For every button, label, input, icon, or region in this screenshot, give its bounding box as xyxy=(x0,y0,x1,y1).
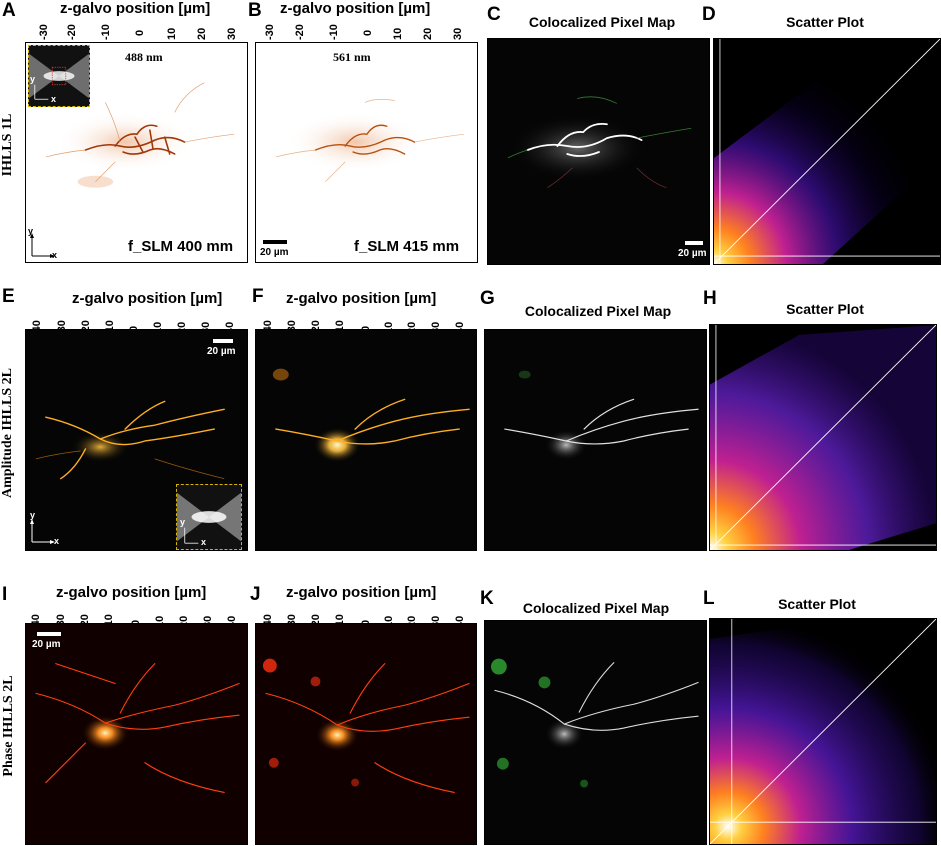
inset-axis-y: y xyxy=(30,74,36,84)
scatter-title-l: Scatter Plot xyxy=(778,596,856,612)
tick-label: -20 xyxy=(294,24,306,40)
panel-letter-g: G xyxy=(480,288,495,309)
tick-label: 20 xyxy=(196,27,208,40)
scatter-plot-l xyxy=(710,619,936,844)
axis-title-f: z-galvo position [µm] xyxy=(286,290,437,307)
panel-c-colocalized xyxy=(507,96,692,189)
panel-letter-d: D xyxy=(702,4,716,25)
panel-a-neuron xyxy=(45,82,235,188)
scale-bar-b xyxy=(263,240,287,244)
axis-y-e: y xyxy=(30,510,36,520)
panel-letter-j: J xyxy=(250,584,261,605)
panel-letter-c: C xyxy=(487,4,501,25)
panel-letter-k: K xyxy=(480,588,494,609)
tick-label: 10 xyxy=(166,27,178,40)
panel-f-image xyxy=(255,329,477,551)
tick-label: -20 xyxy=(66,24,78,40)
scatter-title-h: Scatter Plot xyxy=(786,301,864,317)
tick-label: 0 xyxy=(362,29,374,36)
scatter-title-d: Scatter Plot xyxy=(786,14,864,30)
panel-e-neuron xyxy=(35,400,225,480)
row-label-2: Amplitude IHLLS 2L xyxy=(0,368,15,498)
axis-title-j: z-galvo position [µm] xyxy=(286,584,437,601)
colocalized-title-k: Colocalized Pixel Map xyxy=(522,600,670,616)
tick-label: 0 xyxy=(134,29,146,36)
scale-bar-i xyxy=(37,632,61,636)
panel-j-image xyxy=(255,623,477,845)
panel-b-neuron xyxy=(275,99,465,182)
axis-title-e: z-galvo position [µm] xyxy=(72,290,223,307)
panel-j-neuron xyxy=(262,658,470,794)
scale-bar-label-e: 20 µm xyxy=(207,346,236,357)
panel-k-image xyxy=(484,620,707,845)
tick-label: 10 xyxy=(392,27,404,40)
panel-f-neuron xyxy=(272,368,470,463)
panel-i-neuron xyxy=(35,663,240,794)
wavelength-561: 561 nm xyxy=(333,50,371,64)
tick-label: -10 xyxy=(328,24,340,40)
panel-h-scatter xyxy=(709,324,937,551)
scale-bar-label-b: 20 µm xyxy=(260,247,289,258)
fslm-415: f_SLM 415 mm xyxy=(354,238,460,255)
axis-x-a: x xyxy=(52,250,58,260)
axis-title-b: z-galvo position [µm] xyxy=(280,0,431,17)
axis-arrows-e xyxy=(30,519,55,544)
tick-label: 30 xyxy=(226,27,238,40)
axis-y-a: y xyxy=(28,226,34,236)
tick-label: -30 xyxy=(38,24,50,40)
panel-letter-a: A xyxy=(2,0,16,21)
panel-letter-f: F xyxy=(252,286,264,307)
panel-k-colocalized xyxy=(490,658,699,788)
tick-label: 20 xyxy=(422,27,434,40)
panel-d-scatter xyxy=(713,38,941,265)
colocalized-title-g: Colocalized Pixel Map xyxy=(524,303,672,319)
scale-bar-e xyxy=(213,339,233,343)
axis-title-a: z-galvo position [µm] xyxy=(60,0,211,17)
panel-l-scatter xyxy=(709,618,937,845)
panel-letter-b: B xyxy=(248,0,262,21)
colocalized-title-c: Colocalized Pixel Map xyxy=(528,14,676,30)
panel-c-image xyxy=(487,38,710,265)
row-label-3: Phase IHLLS 2L xyxy=(1,675,16,777)
panel-e-inset: y x xyxy=(176,484,242,550)
inset-axis-y: y xyxy=(180,517,186,527)
inset-axis-x: x xyxy=(51,94,57,104)
panel-letter-i: I xyxy=(2,584,8,605)
inset-axis-x: x xyxy=(201,537,207,547)
panel-letter-l: L xyxy=(703,588,715,609)
panel-b-image xyxy=(255,42,478,263)
tick-label: 30 xyxy=(452,27,464,40)
scatter-plot-h xyxy=(710,325,936,550)
panel-a-image xyxy=(25,42,248,263)
tick-label: -10 xyxy=(100,24,112,40)
row-label-1: IHLLS 1L xyxy=(0,113,15,177)
axis-arrows-a xyxy=(30,233,55,258)
panel-letter-e: E xyxy=(2,286,15,307)
panel-g-colocalized xyxy=(504,370,699,461)
panel-a-inset: y x xyxy=(28,45,90,107)
tick-label: -30 xyxy=(264,24,276,40)
scatter-plot-d xyxy=(714,39,940,264)
wavelength-488: 488 nm xyxy=(125,50,163,64)
panel-i-image xyxy=(25,623,248,845)
fslm-400: f_SLM 400 mm xyxy=(128,238,234,255)
panel-letter-h: H xyxy=(703,288,717,309)
scale-bar-label-c: 20 µm xyxy=(678,248,707,259)
axis-x-e: x xyxy=(54,536,60,546)
scale-bar-label-i: 20 µm xyxy=(32,639,61,650)
axis-title-i: z-galvo position [µm] xyxy=(56,584,207,601)
scale-bar-c xyxy=(685,241,703,245)
panel-g-image xyxy=(484,329,707,551)
